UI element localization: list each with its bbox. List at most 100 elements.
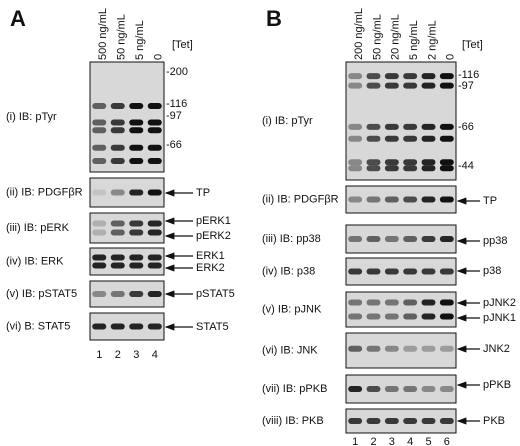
blot-label: (i) IB: pTyr <box>6 111 57 123</box>
band <box>384 73 399 80</box>
band-label: pERK2 <box>196 230 231 242</box>
band <box>439 196 454 203</box>
band <box>421 196 436 203</box>
band <box>348 82 363 89</box>
band-label: TP <box>483 195 497 207</box>
band <box>366 135 381 142</box>
band <box>147 158 162 164</box>
mw-marker: -200 <box>166 66 188 78</box>
band <box>147 220 162 227</box>
blot <box>89 247 165 276</box>
band-label: pJNK2 <box>483 297 516 309</box>
band <box>92 220 107 227</box>
band-label: pp38 <box>483 235 507 247</box>
band <box>147 254 162 261</box>
band <box>439 386 454 392</box>
lane-number: 4 <box>407 436 413 446</box>
lane-label: 50 ng/mL <box>371 14 383 60</box>
lane-number: 3 <box>389 436 395 446</box>
band <box>384 135 399 142</box>
lane-label: 50 ng/mL <box>116 14 128 60</box>
band <box>348 196 363 203</box>
lane-label: 5 ng/mL <box>134 20 146 60</box>
lane-label: 0 <box>445 54 457 60</box>
band <box>129 254 144 261</box>
band <box>403 135 418 142</box>
band-label: pSTAT5 <box>196 288 235 300</box>
band <box>403 299 418 306</box>
band <box>110 262 125 269</box>
blot <box>345 61 457 181</box>
band <box>421 418 436 424</box>
band <box>384 236 399 242</box>
lane-label: 20 ng/mL <box>390 14 402 60</box>
mw-marker: -66 <box>166 139 182 151</box>
band <box>92 189 107 196</box>
band <box>110 144 125 151</box>
lane-number: 1 <box>96 349 102 361</box>
band <box>421 268 436 275</box>
band <box>147 144 162 151</box>
band <box>403 165 418 172</box>
band <box>110 127 125 134</box>
band <box>403 82 418 89</box>
blot-label: (ii) IB: PDGFβR <box>6 186 83 198</box>
lane-label: 5 ng/mL <box>408 20 420 60</box>
band <box>348 386 363 392</box>
band <box>384 82 399 89</box>
band <box>366 345 381 352</box>
band <box>92 144 107 151</box>
mw-marker: -66 <box>458 121 474 133</box>
blot-label: (iv) IB: ERK <box>6 255 64 267</box>
band <box>384 165 399 172</box>
band <box>129 262 144 269</box>
band <box>366 386 381 392</box>
band <box>147 229 162 236</box>
blot-label: (iii) IB: pERK <box>6 222 70 234</box>
band <box>384 123 399 130</box>
band <box>403 236 418 242</box>
band <box>366 268 381 275</box>
band <box>403 73 418 80</box>
band <box>110 158 125 164</box>
band <box>384 159 399 166</box>
band <box>403 123 418 130</box>
band <box>439 135 454 142</box>
mw-marker: -44 <box>458 160 474 172</box>
band <box>366 299 381 306</box>
band-label: ERK1 <box>196 250 225 262</box>
band <box>110 229 125 236</box>
band <box>348 268 363 275</box>
blot-label: (i) IB: pTyr <box>262 115 313 127</box>
tet-label: [Tet] <box>172 39 193 51</box>
blot-label: (vi) B: STAT5 <box>6 320 70 332</box>
band <box>348 135 363 142</box>
band <box>421 159 436 166</box>
band <box>439 159 454 166</box>
mw-marker: -116 <box>166 98 187 110</box>
band <box>147 291 162 297</box>
blot-label: (viii) IB: PKB <box>262 415 324 427</box>
band-label: pPKB <box>483 379 511 391</box>
band <box>366 73 381 80</box>
band <box>92 119 107 126</box>
mw-marker: -97 <box>166 110 182 122</box>
band <box>348 236 363 242</box>
mw-marker: -116 <box>458 69 479 81</box>
blot-label: (iii) IB: pp38 <box>262 233 321 245</box>
band <box>384 299 399 306</box>
band <box>403 386 418 392</box>
band-label: JNK2 <box>483 343 510 355</box>
blot-label: (v) IB: pSTAT5 <box>6 288 77 300</box>
band <box>366 236 381 242</box>
band-label: STAT5 <box>196 321 229 333</box>
band <box>92 323 107 330</box>
band <box>147 323 162 330</box>
band <box>384 386 399 392</box>
band <box>110 119 125 126</box>
band <box>129 291 144 297</box>
band-label: pERK1 <box>196 215 231 227</box>
mw-marker: -97 <box>458 80 474 92</box>
band <box>348 299 363 306</box>
